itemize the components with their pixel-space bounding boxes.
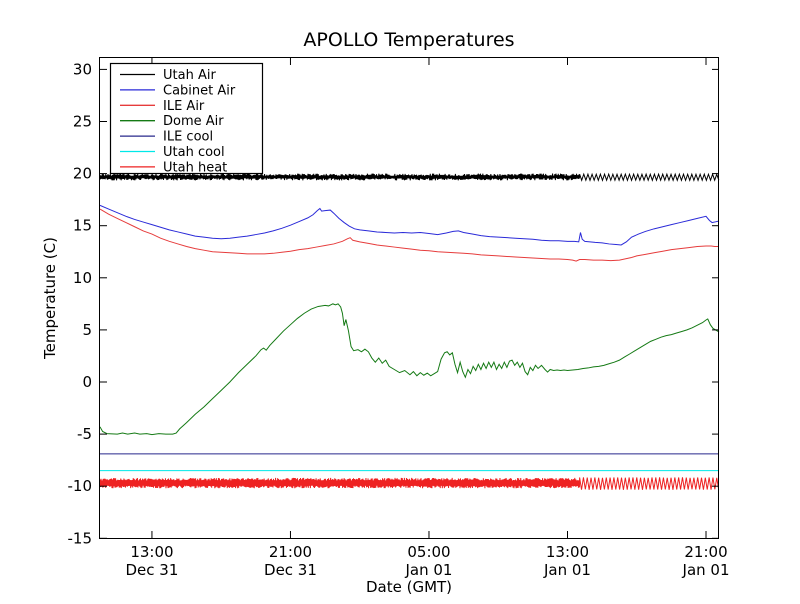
x-tick-date-label: Jan 01 (543, 561, 591, 579)
legend-label: ILE Air (163, 99, 205, 114)
x-tick-time-label: 21:00 (269, 543, 312, 561)
series-line-dome-air (99, 303, 720, 436)
legend-label: ILE cool (163, 130, 213, 145)
y-tick-label: 0 (82, 373, 92, 391)
y-tick-label: 5 (82, 321, 92, 339)
x-tick-time-label: 05:00 (407, 543, 450, 561)
legend-entry: Utah heat (120, 160, 227, 175)
legend-label: Utah heat (163, 160, 227, 175)
y-tick-label: 25 (73, 113, 92, 131)
legend-entry: Utah cool (120, 145, 225, 160)
legend-label: Utah cool (163, 145, 225, 160)
legend-label: Utah Air (163, 68, 216, 83)
x-tick-time-label: 13:00 (130, 543, 173, 561)
y-axis-label: Temperature (C) (41, 237, 59, 360)
legend-entry: ILE Air (120, 99, 205, 114)
legend-label: Cabinet Air (163, 83, 236, 98)
x-axis-label: Date (GMT) (366, 578, 452, 596)
plot-frame (99, 57, 719, 539)
y-tick-label: 15 (73, 217, 92, 235)
x-tick-date-label: Jan 01 (404, 561, 452, 579)
series-layer (99, 172, 720, 490)
legend-entry: Dome Air (120, 114, 224, 129)
series-line-ile-air (99, 208, 719, 262)
y-tick-label: -5 (77, 425, 92, 443)
y-tick-label: 30 (73, 60, 92, 78)
chart-title: APOLLO Temperatures (303, 29, 514, 51)
x-tick-time-label: 13:00 (546, 543, 589, 561)
legend-label: Dome Air (163, 114, 224, 129)
y-tick-label: 20 (73, 165, 92, 183)
x-tick-date-label: Dec 31 (125, 561, 178, 579)
series-line-utah-heat (99, 477, 720, 490)
legend-entry: Utah Air (120, 68, 216, 83)
x-tick-date-label: Dec 31 (264, 561, 317, 579)
legend-entry: Cabinet Air (120, 83, 236, 98)
y-tick-label: -10 (68, 477, 93, 495)
y-tick-label: -15 (68, 529, 93, 547)
legend-entry: ILE cool (120, 130, 213, 145)
legend-box (109, 62, 264, 175)
series-line-cabinet-air (99, 204, 720, 246)
x-tick-time-label: 21:00 (684, 543, 727, 561)
y-tick-label: 10 (73, 269, 92, 287)
series-line-utah-air (99, 172, 720, 182)
x-tick-date-label: Jan 01 (682, 561, 730, 579)
